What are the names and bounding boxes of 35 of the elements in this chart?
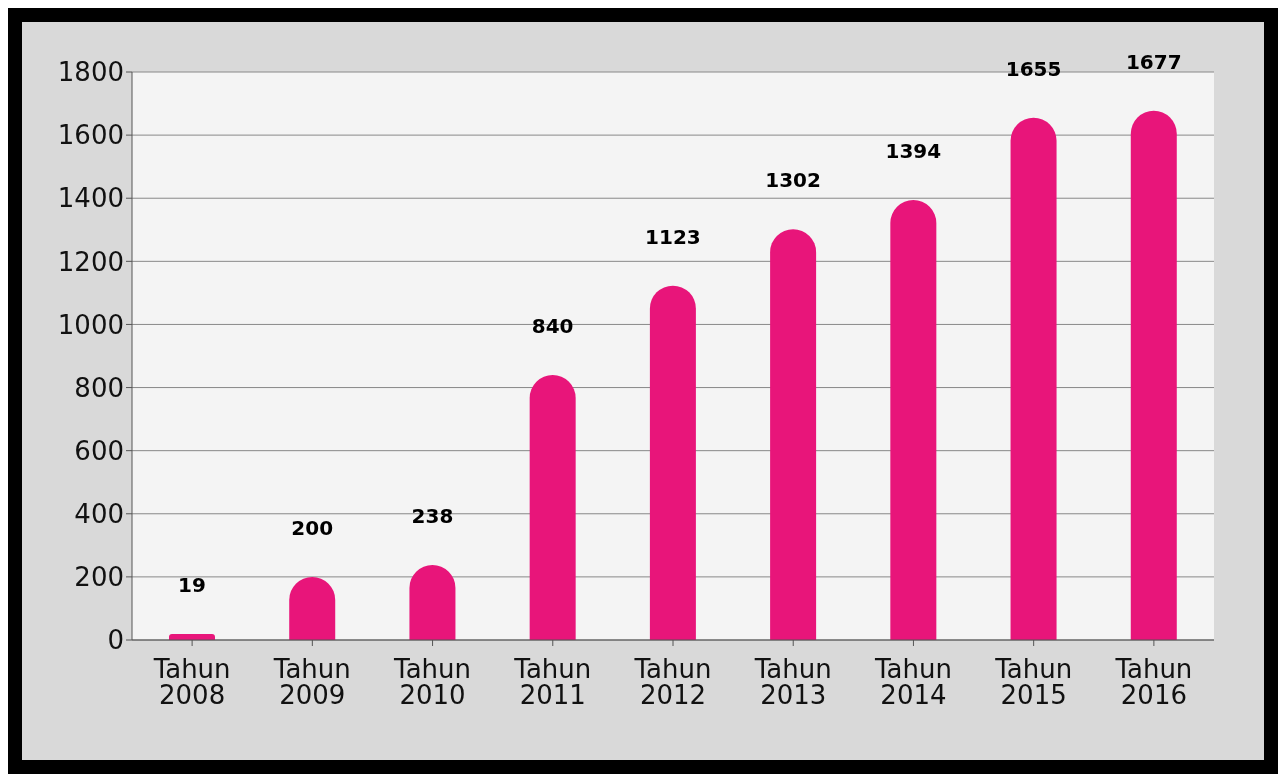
x-tick-label: Tahun 2011 (513, 654, 592, 711)
y-tick-label: 1200 (57, 246, 124, 277)
x-tick-label: Tahun 2014 (873, 654, 952, 711)
bar (529, 374, 576, 640)
data-label: 1655 (1005, 56, 1062, 81)
y-tick-label: 600 (74, 435, 124, 466)
y-tick-label: 1600 (57, 120, 124, 151)
x-tick-label: Tahun 2013 (753, 654, 832, 711)
data-label: 1677 (1125, 49, 1182, 74)
bar (649, 285, 696, 640)
x-tick-label: Tahun 2016 (1114, 654, 1193, 711)
x-tick-label: Tahun 2012 (633, 654, 712, 711)
y-tick-label: 0 (107, 625, 124, 656)
y-tick-label: 1000 (57, 309, 124, 340)
x-tick-label: Tahun 2009 (272, 654, 351, 711)
y-tick-label: 1800 (57, 57, 124, 88)
x-tick-label: Tahun 2008 (152, 654, 231, 711)
data-label: 1394 (885, 139, 942, 164)
data-label: 840 (531, 313, 574, 338)
x-tick-label: Tahun 2015 (994, 654, 1073, 711)
data-label: 200 (291, 515, 334, 540)
bar (1130, 110, 1177, 640)
data-label: 19 (178, 573, 206, 597)
data-label: 1123 (645, 224, 701, 249)
y-tick-label: 200 (74, 562, 124, 593)
y-tick-label: 800 (74, 372, 124, 403)
bar (890, 200, 937, 640)
data-label: 238 (411, 503, 454, 528)
data-label: 1302 (765, 168, 821, 193)
y-tick-label: 400 (74, 499, 124, 530)
bar (770, 229, 817, 640)
y-tick-label: 1400 (57, 183, 124, 214)
x-tick-label: Tahun 2010 (393, 654, 472, 711)
bar (1010, 117, 1057, 640)
bar (409, 564, 456, 640)
